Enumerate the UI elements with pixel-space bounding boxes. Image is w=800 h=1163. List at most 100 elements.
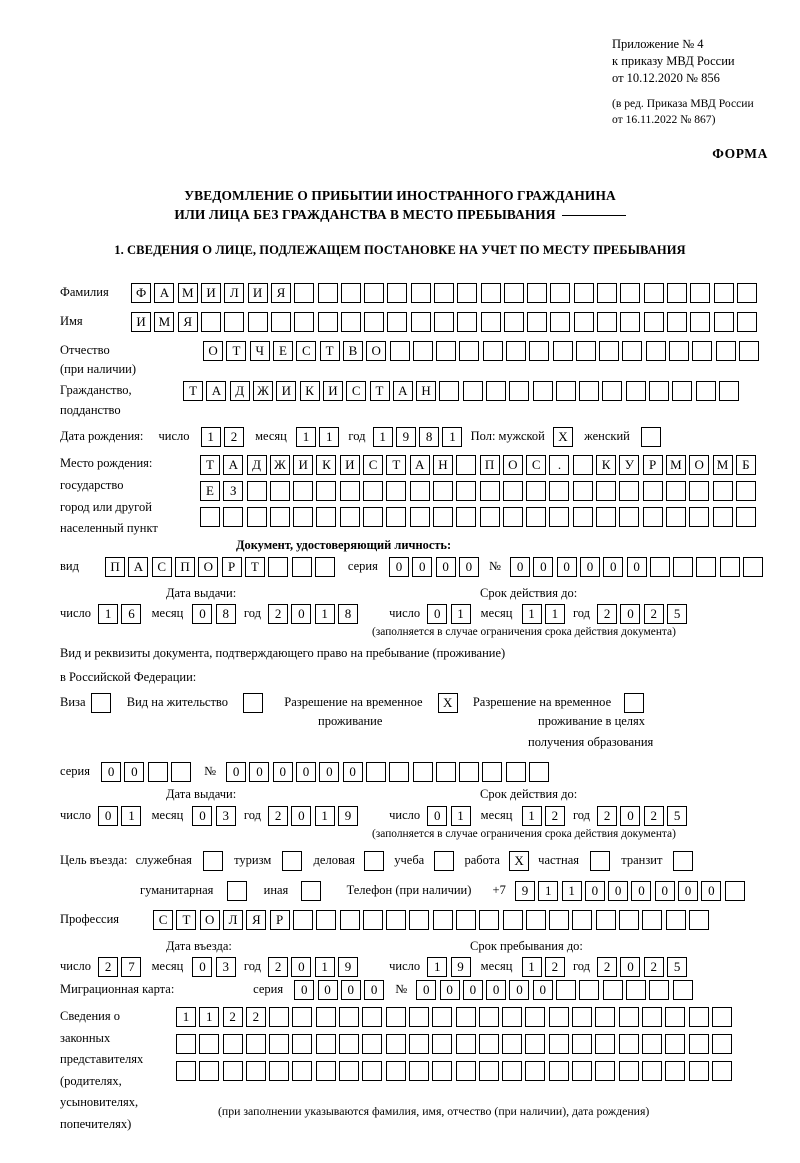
cell[interactable] — [503, 312, 524, 332]
cell[interactable] — [410, 283, 431, 303]
cell[interactable] — [602, 381, 623, 401]
cell[interactable] — [643, 283, 664, 303]
cell[interactable] — [672, 980, 693, 1000]
cell[interactable] — [456, 481, 477, 501]
cell[interactable] — [387, 283, 408, 303]
cell[interactable]: 0 — [427, 604, 448, 624]
cell[interactable]: Л — [223, 910, 244, 930]
cell[interactable] — [692, 341, 713, 361]
cell[interactable] — [409, 481, 430, 501]
permit-visa-checkbox[interactable] — [90, 693, 111, 713]
cell[interactable]: 2 — [245, 1007, 266, 1027]
cell[interactable]: О — [689, 455, 710, 475]
cell[interactable]: К — [316, 455, 337, 475]
cell[interactable]: С — [296, 341, 317, 361]
cell[interactable] — [738, 341, 759, 361]
cell[interactable] — [222, 1061, 243, 1081]
cell[interactable] — [552, 341, 573, 361]
cell[interactable] — [526, 507, 547, 527]
cell[interactable]: 0 — [620, 604, 641, 624]
cell[interactable] — [572, 507, 593, 527]
cell[interactable]: Н — [432, 455, 453, 475]
cell[interactable]: Ж — [269, 455, 290, 475]
cell[interactable]: 2 — [268, 957, 289, 977]
cell[interactable]: Т — [369, 381, 390, 401]
cell[interactable]: В — [342, 341, 363, 361]
cell[interactable]: 5 — [667, 604, 688, 624]
cell[interactable] — [317, 283, 338, 303]
cell[interactable] — [690, 312, 711, 332]
cell[interactable]: 0 — [620, 806, 641, 826]
cell[interactable] — [362, 1007, 383, 1027]
cell[interactable]: 8 — [337, 604, 358, 624]
cell[interactable]: 1 — [319, 427, 340, 447]
permit-edu-checkbox[interactable] — [624, 693, 645, 713]
cell[interactable] — [690, 283, 711, 303]
cell[interactable] — [572, 455, 593, 475]
cell[interactable] — [223, 507, 244, 527]
cell[interactable]: И — [322, 381, 343, 401]
cell[interactable] — [316, 481, 337, 501]
cell[interactable]: П — [175, 557, 196, 577]
cell[interactable] — [408, 1034, 429, 1054]
cell[interactable]: С — [153, 910, 174, 930]
cell[interactable]: 1 — [521, 957, 542, 977]
cell[interactable]: 0 — [626, 557, 647, 577]
cell[interactable] — [247, 312, 268, 332]
cell[interactable] — [735, 481, 756, 501]
cell[interactable]: 8 — [419, 427, 440, 447]
cell[interactable] — [432, 1007, 453, 1027]
cell[interactable] — [672, 381, 693, 401]
cell[interactable] — [386, 507, 407, 527]
cell[interactable]: 2 — [268, 806, 289, 826]
cell[interactable] — [389, 762, 410, 782]
cell[interactable] — [579, 381, 600, 401]
cell[interactable] — [502, 1061, 523, 1081]
cell[interactable] — [573, 312, 594, 332]
cell[interactable] — [291, 557, 312, 577]
cell[interactable] — [572, 1007, 593, 1027]
cell[interactable] — [529, 341, 550, 361]
purpose-official-checkbox[interactable] — [203, 851, 223, 871]
cell[interactable]: 0 — [458, 557, 479, 577]
cell[interactable] — [315, 1061, 336, 1081]
cell[interactable]: 0 — [584, 881, 605, 901]
cell[interactable] — [724, 881, 745, 901]
cell[interactable] — [176, 1034, 196, 1054]
cell[interactable] — [455, 1007, 476, 1027]
cell[interactable]: Я — [270, 283, 291, 303]
cell[interactable] — [435, 762, 456, 782]
cell[interactable] — [548, 1034, 569, 1054]
cell[interactable] — [625, 980, 646, 1000]
cell[interactable]: 9 — [514, 881, 535, 901]
cell[interactable] — [525, 1007, 546, 1027]
cell[interactable] — [645, 341, 666, 361]
cell[interactable] — [408, 1061, 429, 1081]
cell[interactable] — [433, 312, 454, 332]
cell[interactable] — [339, 1061, 360, 1081]
cell[interactable]: 0 — [226, 762, 247, 782]
cell[interactable] — [649, 980, 670, 1000]
cell[interactable]: С — [151, 557, 172, 577]
cell[interactable] — [176, 1061, 196, 1081]
cell[interactable] — [596, 507, 617, 527]
cell[interactable] — [387, 312, 408, 332]
purpose-other-checkbox[interactable] — [301, 881, 322, 901]
cell[interactable] — [688, 910, 709, 930]
cell[interactable] — [619, 481, 640, 501]
cell[interactable] — [385, 1007, 406, 1027]
cell[interactable] — [572, 481, 593, 501]
cell[interactable] — [364, 312, 385, 332]
cell[interactable] — [688, 1007, 709, 1027]
cell[interactable] — [432, 1061, 453, 1081]
cell[interactable]: 0 — [342, 762, 363, 782]
cell[interactable]: 2 — [597, 604, 618, 624]
cell[interactable]: 0 — [294, 980, 315, 1000]
